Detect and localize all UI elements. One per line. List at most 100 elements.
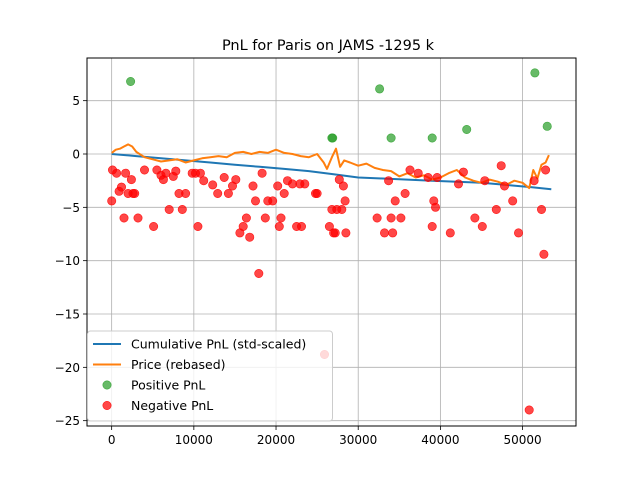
x-tick-label: 20000 — [257, 433, 295, 447]
scatter-point — [386, 213, 396, 223]
scatter-point — [171, 166, 181, 176]
scatter-point — [195, 168, 205, 178]
scatter-point — [251, 196, 261, 206]
scatter-point — [161, 168, 171, 178]
scatter-point — [432, 173, 442, 183]
x-tick-label: 10000 — [175, 433, 213, 447]
scatter-point — [405, 165, 415, 175]
scatter-point — [245, 232, 255, 242]
scatter-point — [126, 175, 136, 185]
scatter-point — [379, 228, 389, 238]
y-tick-label: −10 — [55, 254, 80, 268]
scatter-point — [107, 196, 117, 206]
scatter-point — [119, 213, 129, 223]
scatter-point — [458, 167, 468, 177]
data-layer — [107, 68, 552, 415]
scatter-point — [388, 228, 398, 238]
scatter-point — [524, 405, 534, 415]
scatter-point — [480, 176, 490, 186]
scatter-point — [133, 213, 143, 223]
legend-marker-swatch — [102, 400, 112, 410]
scatter-point — [296, 222, 306, 232]
legend: Cumulative PnL (std-scaled) Price (rebase… — [87, 330, 333, 422]
scatter-point — [231, 175, 241, 185]
scatter-point — [539, 249, 549, 259]
scatter-point — [112, 168, 122, 178]
scatter-point — [274, 222, 284, 232]
scatter-point — [121, 168, 131, 178]
scatter-point — [213, 189, 223, 199]
y-tick-label: −20 — [55, 361, 80, 375]
scatter-point — [257, 168, 267, 178]
scatter-point — [491, 205, 501, 215]
scatter-point — [149, 222, 159, 232]
legend-marker-swatch — [102, 380, 112, 390]
scatter-point — [396, 213, 406, 223]
legend-label: Negative PnL — [131, 398, 213, 413]
scatter-point — [427, 222, 437, 232]
scatter-point — [130, 189, 140, 199]
scatter-point — [181, 189, 191, 199]
scatter-point — [337, 205, 347, 215]
y-tick-label: −15 — [55, 308, 80, 322]
scatter-point — [279, 189, 289, 199]
scatter-point — [254, 268, 264, 278]
scatter-point — [219, 173, 229, 183]
scatter-point — [470, 213, 480, 223]
y-tick-label: −5 — [62, 201, 80, 215]
x-tick-label: 30000 — [339, 433, 377, 447]
scatter-point — [536, 205, 546, 215]
scatter-point — [513, 228, 523, 238]
scatter-point — [117, 182, 127, 192]
scatter-point — [423, 173, 433, 183]
scatter-point — [341, 228, 351, 238]
x-tick-label: 0 — [108, 433, 116, 447]
scatter-point — [541, 165, 551, 175]
scatter-point — [375, 84, 385, 94]
scatter-point — [477, 222, 487, 232]
scatter-point — [312, 189, 322, 199]
y-tick-label: 0 — [72, 148, 80, 162]
tick-layer: 0 10000 20000 30000 40000 50000 5 0 −5 −10 −15 −20 −… — [55, 94, 542, 447]
scatter-point — [430, 202, 440, 212]
scatter-point — [445, 228, 455, 238]
scatter-point — [529, 176, 539, 186]
scatter-point — [400, 189, 410, 199]
scatter-point — [276, 213, 286, 223]
scatter-point — [462, 125, 472, 135]
plot-frame — [86, 57, 577, 427]
scatter-point — [384, 176, 394, 186]
scatter-point — [530, 68, 540, 78]
scatter-point — [334, 175, 344, 185]
legend-box — [87, 330, 333, 422]
scatter-point — [390, 196, 400, 206]
scatter-point — [177, 205, 187, 215]
scatter-point — [223, 189, 233, 199]
scatter-point — [330, 228, 340, 238]
scatter-point — [268, 196, 278, 206]
chart-title: PnL for Paris on JAMS -1295 k — [222, 38, 435, 54]
scatter-point — [499, 181, 509, 191]
x-tick-label: 40000 — [421, 433, 459, 447]
legend-label: Positive PnL — [131, 378, 205, 393]
scatter-point — [340, 196, 350, 206]
scatter-point — [508, 196, 518, 206]
scatter-point — [241, 213, 251, 223]
scatter-point — [126, 77, 136, 87]
scatter-point — [300, 179, 310, 189]
scatter-point — [496, 161, 506, 171]
scatter-point — [427, 133, 437, 143]
scatter-point — [193, 222, 203, 232]
scatter-point — [248, 181, 258, 191]
y-tick-label: 5 — [72, 94, 80, 108]
legend-label: Cumulative PnL (std-scaled) — [131, 337, 306, 352]
scatter-point — [338, 181, 348, 191]
scatter-point — [386, 133, 396, 143]
scatter-point — [260, 213, 270, 223]
scatter-point — [413, 168, 423, 178]
x-tick-label: 50000 — [503, 433, 541, 447]
scatter-point — [199, 176, 209, 186]
scatter-point — [453, 179, 463, 189]
legend-label: Price (rebased) — [131, 357, 226, 372]
